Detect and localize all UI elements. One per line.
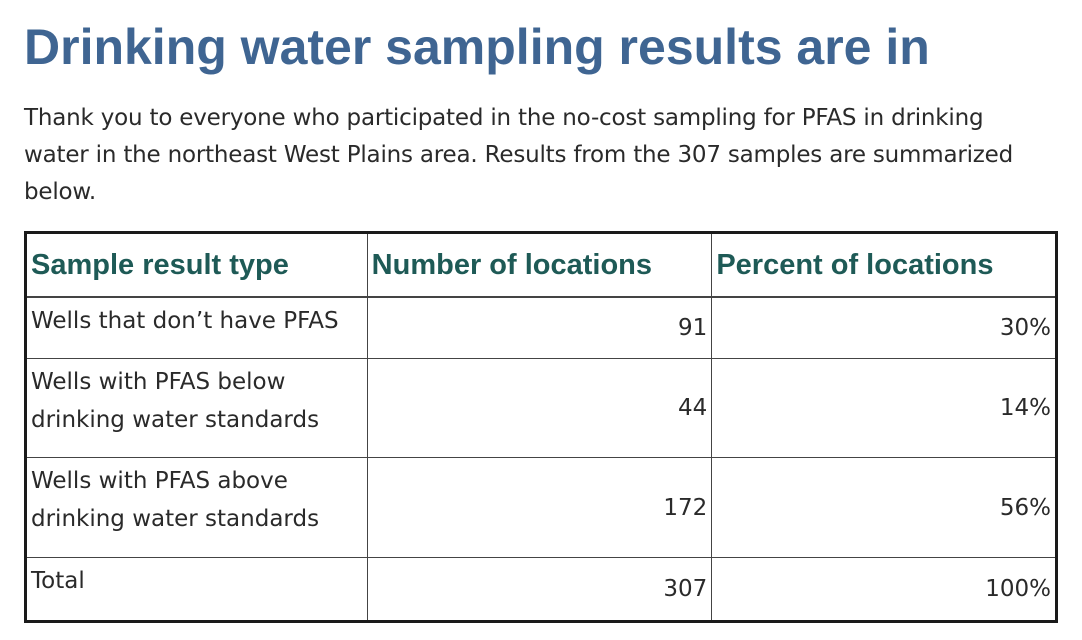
table-row: Wells that don’t have PFAS 91 30% — [25, 296, 1057, 360]
table-total-row: Total 307 100% — [25, 556, 1057, 623]
cell-percent: 14% — [711, 358, 1057, 459]
table-header-row: Sample result type Number of locations P… — [25, 232, 1057, 298]
cell-result-type: Wells with PFAS above drinking water sta… — [25, 457, 368, 558]
cell-number: 44 — [366, 358, 713, 459]
table-row: Wells with PFAS above drinking water sta… — [25, 457, 1057, 558]
intro-paragraph: Thank you to everyone who participated i… — [24, 105, 1014, 205]
cell-percent: 100% — [711, 556, 1057, 623]
header-number-of-locations: Number of locations — [366, 232, 713, 298]
cell-result-type: Wells that don’t have PFAS — [25, 296, 368, 360]
results-table: Sample result type Number of locations P… — [24, 231, 1058, 623]
page-title: Drinking water sampling results are in — [24, 19, 930, 75]
cell-percent: 56% — [711, 457, 1057, 558]
cell-result-type: Wells with PFAS below drinking water sta… — [25, 358, 368, 459]
header-sample-result-type: Sample result type — [25, 232, 368, 298]
cell-number: 91 — [366, 296, 713, 360]
cell-percent: 30% — [711, 296, 1057, 360]
header-percent-of-locations: Percent of locations — [711, 232, 1057, 298]
table-row: Wells with PFAS below drinking water sta… — [25, 358, 1057, 459]
cell-result-type: Total — [25, 556, 368, 623]
cell-number: 307 — [366, 556, 713, 623]
cell-number: 172 — [366, 457, 713, 558]
